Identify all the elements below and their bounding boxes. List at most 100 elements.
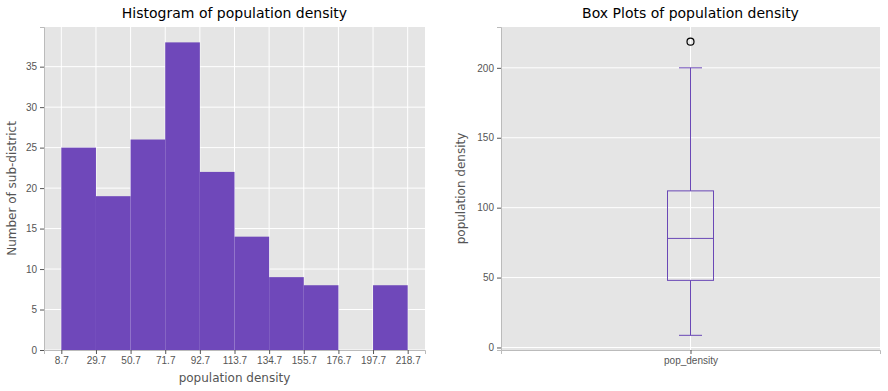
x-tick-label: 29.7: [87, 355, 107, 366]
y-tick-label: 200: [477, 63, 494, 74]
x-tick: 176.7: [326, 350, 351, 366]
y-axis-title: population density: [454, 133, 468, 245]
x-tick-label: 113.7: [223, 355, 248, 366]
outlier: [687, 38, 694, 45]
y-tick-label: 35: [26, 61, 38, 72]
y-tick: 20: [26, 183, 44, 194]
x-tick-mark: [61, 350, 62, 354]
box-marks: [668, 38, 714, 335]
y-tick-mark: [497, 68, 501, 69]
y-tick: 35: [26, 61, 44, 72]
x-tick-label: 134.7: [257, 355, 282, 366]
x-tick-label: 8.7: [55, 355, 69, 366]
cap-high: [679, 67, 702, 68]
y-tick-label: 0: [31, 345, 37, 356]
y-tick-mark: [40, 269, 44, 270]
y-tick-label: 0: [488, 342, 494, 353]
y-tick-label: 150: [477, 132, 494, 143]
x-tick: pop_density: [664, 350, 718, 366]
bar: [373, 285, 408, 350]
y-tick-mark: [40, 148, 44, 149]
cap-low: [679, 335, 702, 336]
x-tick: 218.7: [396, 350, 421, 366]
y-tick: 100: [477, 202, 501, 213]
bar: [338, 350, 373, 351]
x-tick-mark: [304, 350, 305, 354]
x-tick-mark: [338, 350, 339, 354]
y-tick-mark: [40, 350, 44, 351]
x-tick: 197.7: [361, 350, 386, 366]
x-tick: 29.7: [87, 350, 107, 366]
y-tick-mark: [40, 107, 44, 108]
y-axis-line: [40, 28, 45, 351]
x-tick: 155.7: [292, 350, 317, 366]
whisker-low: [690, 280, 691, 335]
y-tick-label: 10: [26, 264, 38, 275]
y-tick: 5: [31, 304, 44, 315]
y-tick-mark: [40, 310, 44, 311]
x-tick: 8.7: [55, 350, 69, 366]
x-axis: pop_density: [502, 350, 881, 366]
y-tick-label: 15: [26, 223, 38, 234]
x-tick-label: 50.7: [121, 355, 141, 366]
x-tick-mark: [235, 350, 236, 354]
y-axis-line: [497, 28, 502, 351]
x-tick-label: 92.7: [191, 355, 211, 366]
x-axis-line: [502, 351, 881, 355]
x-tick-label: 71.7: [156, 355, 176, 366]
y-axis: 0 50 100 150 200: [477, 28, 501, 354]
x-tick-mark: [269, 350, 270, 354]
figure: Histogram of population density8.729.750…: [0, 0, 888, 391]
bar: [269, 277, 304, 350]
histogram-chart: Histogram of population density8.729.750…: [5, 5, 426, 385]
y-tick-label: 20: [26, 183, 38, 194]
y-tick-label: 30: [26, 102, 38, 113]
y-tick: 50: [483, 272, 501, 283]
x-tick-label: 218.7: [396, 355, 421, 366]
x-tick-label: 155.7: [292, 355, 317, 366]
median: [668, 238, 714, 239]
bar: [61, 148, 96, 350]
y-tick: 25: [26, 142, 44, 153]
x-axis-line: [45, 351, 426, 355]
x-tick: 50.7: [121, 350, 141, 366]
plot-background: [501, 27, 880, 350]
chart-title: Histogram of population density: [122, 5, 347, 21]
bar: [304, 285, 339, 350]
x-tick: 92.7: [191, 350, 211, 366]
x-tick-mark: [131, 350, 132, 354]
bar: [96, 196, 131, 350]
y-tick: 30: [26, 102, 44, 113]
x-tick: 71.7: [156, 350, 176, 366]
y-tick-mark: [40, 67, 44, 68]
x-tick-mark: [373, 350, 374, 354]
x-tick-mark: [691, 350, 692, 354]
y-tick-mark: [497, 138, 501, 139]
bar: [200, 172, 235, 350]
x-axis: 8.7 29.7 50.7 71.7 92.7 113.7 134.7 155.7 176.7 1…: [45, 350, 426, 366]
box-chart: Box Plots of population density pop_densi…: [454, 5, 881, 366]
y-tick: 150: [477, 132, 501, 143]
y-axis-title: Number of sub-district: [5, 121, 19, 256]
y-tick-label: 5: [31, 304, 37, 315]
y-tick-mark: [497, 347, 501, 348]
chart-title: Box Plots of population density: [582, 5, 799, 21]
x-tick-label: 197.7: [361, 355, 386, 366]
bar: [165, 42, 200, 350]
y-tick-mark: [497, 208, 501, 209]
y-tick-label: 100: [477, 202, 494, 213]
whisker-high: [690, 68, 691, 191]
x-tick-label: 176.7: [326, 355, 351, 366]
y-tick-mark: [497, 278, 501, 279]
grid: [44, 27, 425, 350]
x-tick-mark: [408, 350, 409, 354]
y-tick-mark: [40, 229, 44, 230]
y-tick-mark: [40, 188, 44, 189]
bar: [235, 237, 270, 350]
box: [668, 191, 714, 280]
y-tick: 200: [477, 63, 501, 74]
grid: [501, 27, 880, 350]
y-tick: 0: [488, 342, 501, 353]
x-tick-mark: [165, 350, 166, 354]
y-tick: 10: [26, 264, 44, 275]
